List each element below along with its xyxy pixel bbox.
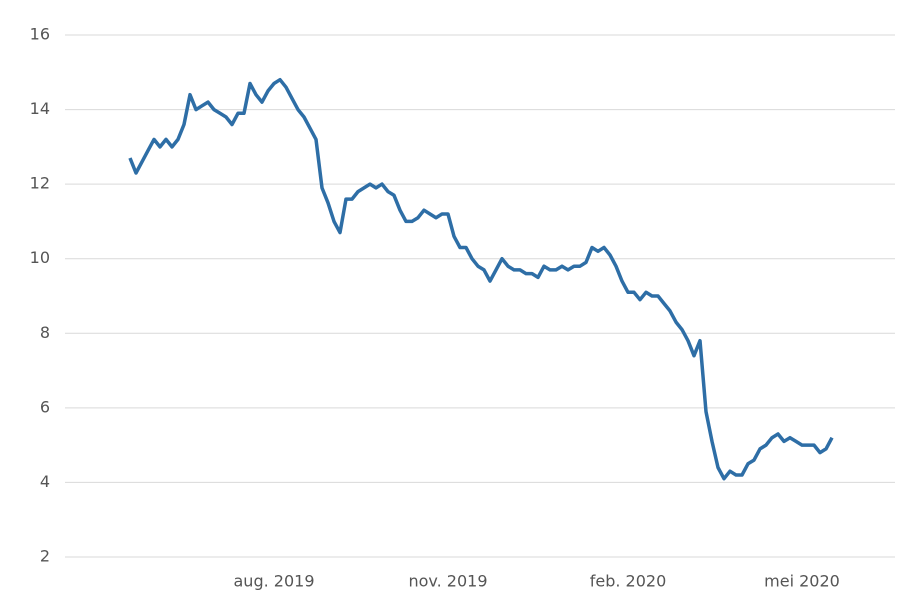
line (128, 77, 834, 481)
x-tick-label: mei 2020 (764, 572, 840, 591)
y-tick-label: 6 (40, 397, 50, 416)
x-tick-label: nov. 2019 (408, 572, 487, 591)
y-tick-label: 8 (40, 323, 50, 342)
y-tick-label: 10 (30, 248, 50, 267)
x-tick-label: feb. 2020 (590, 572, 667, 591)
y-tick-label: 4 (40, 472, 50, 491)
y-tick-label: 12 (30, 174, 50, 193)
x-tick-label: aug. 2019 (234, 572, 315, 591)
y-tick-label: 14 (30, 99, 50, 118)
y-tick-label: 2 (40, 547, 50, 566)
y-tick-label: 16 (30, 25, 50, 44)
